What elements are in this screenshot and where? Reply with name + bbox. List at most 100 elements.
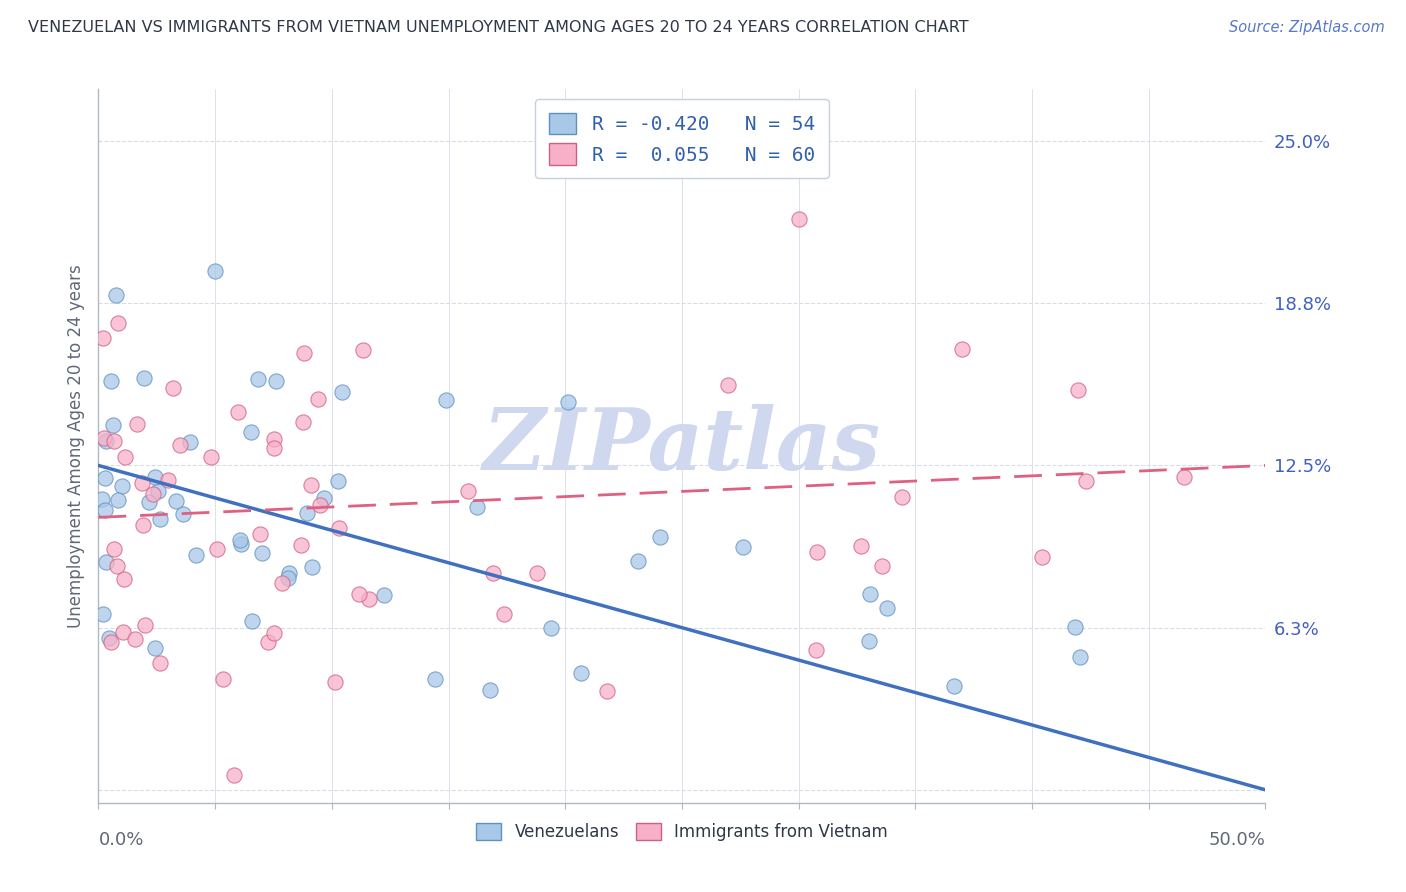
Point [278,566,301,581]
Text: VENEZUELAN VS IMMIGRANTS FROM VIETNAM UNEMPLOYMENT AMONG AGES 20 TO 24 YEARS COR: VENEZUELAN VS IMMIGRANTS FROM VIETNAM UN… [28,20,969,35]
Point [1067,384,1090,398]
Point [107,316,129,330]
Point [266,374,288,388]
Point [263,441,285,455]
Point [870,559,893,574]
Point [91,330,114,344]
Point [94,554,117,568]
Point [90,491,112,506]
Point [328,521,350,535]
Point [229,533,252,547]
Point [103,542,125,557]
Point [172,507,194,521]
Point [134,370,156,384]
Point [156,474,179,488]
Point [806,544,828,558]
Point [423,672,446,686]
Point [479,682,502,697]
Point [806,643,828,657]
Point [373,588,395,602]
Point [101,418,124,433]
Point [352,343,374,358]
Point [103,434,125,448]
Point [1173,470,1195,484]
Point [143,470,166,484]
Point [200,450,222,465]
Point [228,405,250,419]
Text: Source: ZipAtlas.com: Source: ZipAtlas.com [1229,20,1385,35]
Point [229,537,252,551]
Point [465,500,488,515]
Point [239,425,262,439]
Point [357,591,380,606]
Point [257,635,280,649]
Point [149,656,172,670]
Point [347,587,370,601]
Point [1069,649,1091,664]
Point [307,392,329,406]
Point [294,346,316,360]
Point [494,607,516,621]
Point [125,417,148,431]
Point [290,538,312,552]
Text: 50.0%: 50.0% [1209,831,1265,849]
Point [277,571,299,585]
Text: ZIPatlas: ZIPatlas [482,404,882,488]
Point [291,415,314,429]
Point [205,542,228,557]
Point [138,494,160,508]
Point [457,483,479,498]
Point [142,487,165,501]
Point [557,394,579,409]
Point [212,673,235,687]
Point [650,530,672,544]
Point [114,450,136,465]
Point [107,492,129,507]
Point [859,586,882,600]
Point [94,470,117,484]
Point [526,566,548,580]
Point [149,512,172,526]
Point [876,601,898,615]
Point [94,502,117,516]
Point [717,378,740,392]
Point [271,576,294,591]
Point [1063,620,1085,634]
Point [179,434,201,449]
Point [330,385,353,400]
Point [596,684,619,698]
Point [91,607,114,621]
Point [204,264,226,278]
Point [124,632,146,646]
Point [250,546,273,560]
Point [249,527,271,541]
Point [105,287,128,301]
Point [132,517,155,532]
Point [134,618,156,632]
Point [434,393,457,408]
Point [482,566,505,580]
Point [297,506,319,520]
Point [111,479,134,493]
Point [246,372,269,386]
Point [263,432,285,446]
Point [943,679,966,693]
Point [263,625,285,640]
Point [186,548,208,562]
Point [100,375,122,389]
Point [312,491,335,506]
Point [540,621,562,635]
Point [569,666,592,681]
Y-axis label: Unemployment Among Ages 20 to 24 years: Unemployment Among Ages 20 to 24 years [66,264,84,628]
Text: 0.0%: 0.0% [98,831,143,849]
Point [146,484,169,499]
Point [733,540,755,554]
Point [162,381,184,395]
Point [100,635,122,649]
Point [112,572,135,586]
Point [111,624,134,639]
Point [851,539,873,553]
Point [93,431,115,445]
Point [891,490,914,504]
Point [169,438,191,452]
